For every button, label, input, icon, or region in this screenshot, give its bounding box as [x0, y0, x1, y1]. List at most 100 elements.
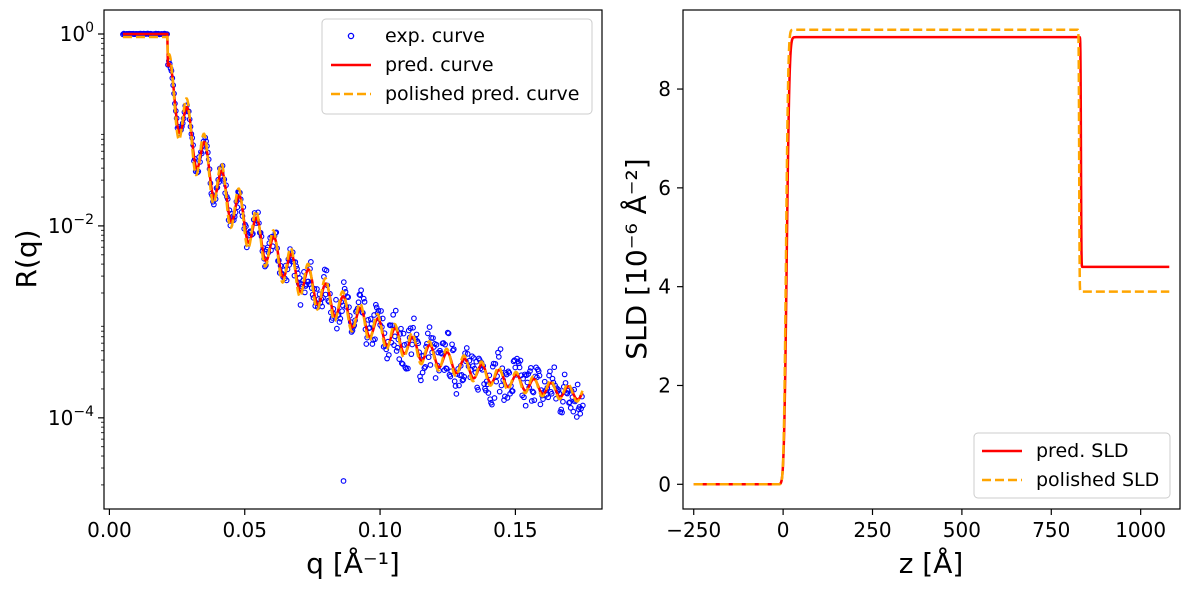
exp-curve-point	[491, 395, 498, 401]
reflectivity-y-axis-label: R(q)	[10, 229, 43, 288]
exp-curve-point	[560, 398, 566, 405]
sld-y-tick-label: 4	[658, 275, 671, 299]
reflectivity-legend: exp. curve pred. curve polished pred. cu…	[321, 18, 593, 115]
sld-y-tick-label: 8	[658, 77, 671, 101]
exp-curve-point	[360, 295, 367, 302]
exp-curve-point	[485, 390, 492, 396]
exp-curve-point	[336, 319, 343, 325]
polished-pred-curve-line	[122, 35, 584, 403]
exp-curve-point	[361, 299, 368, 305]
sld-y-axis-label: SLD [10⁻⁶ Å⁻²]	[619, 158, 653, 359]
exp-curve-point	[427, 362, 434, 368]
legend-exp-curve-label: exp. curve	[385, 25, 485, 47]
exp-curve-point	[545, 394, 552, 401]
polished-sld-line	[693, 28, 1170, 486]
exp-curve-point	[567, 405, 574, 411]
exp-curve-point	[445, 330, 452, 337]
exp-curve-point	[444, 365, 450, 372]
sld-series	[693, 28, 1170, 486]
sld-y-tick-label: 6	[658, 176, 671, 200]
exp-curve-point	[372, 336, 378, 343]
exp-curve-point	[398, 325, 404, 332]
exp-curve-point	[558, 406, 565, 413]
exp-curve-point	[566, 399, 573, 406]
exp-curve-point	[461, 373, 468, 380]
exp-curve-point	[496, 388, 503, 395]
exp-curve-point	[528, 364, 534, 371]
exp-curve-point	[323, 267, 330, 274]
exp-curve-point	[564, 390, 571, 397]
sld-panel: −250 0 250 500 750 1000 0 2 4 6 8 z [Å] SLD [10⁻⁶…	[619, 9, 1181, 580]
exp-curve-point	[385, 352, 392, 358]
exp-curve-point	[498, 382, 505, 389]
reflectivity-legend-box	[321, 18, 593, 115]
exp-curve-point	[422, 364, 429, 370]
sld-x-axis-label: z [Å]	[899, 546, 964, 580]
exp-curve-point	[424, 330, 431, 337]
exp-curve-point	[442, 341, 448, 348]
exp-curve-point	[506, 370, 513, 376]
sld-x-tick-label: −250	[666, 518, 721, 542]
exp-curve-point	[337, 315, 344, 322]
exp-curve-point	[345, 294, 351, 301]
exp-curve-point	[333, 296, 339, 303]
exp-curve-point	[308, 259, 314, 265]
exp-curve-point	[464, 351, 471, 357]
exp-curve-point	[522, 402, 529, 409]
sld-y-ticks: 0 2 4 6 8	[658, 77, 683, 496]
reflectivity-x-ticks: 0.00 0.05 0.10 0.15	[87, 509, 538, 542]
exp-curve-point	[475, 387, 481, 393]
exp-curve-point	[363, 341, 370, 347]
exp-curve-point	[401, 342, 408, 348]
exp-curve-point	[452, 383, 459, 389]
exp-curve-point	[516, 364, 523, 371]
reflectivity-x-tick-label: 0.00	[87, 518, 132, 542]
exp-curve-point	[447, 373, 454, 380]
reflectivity-y-tick-label: 10−4	[48, 404, 94, 430]
exp-curve-point	[460, 376, 467, 383]
legend-pred-sld-label: pred. SLD	[1036, 440, 1129, 462]
exp-curve-point	[430, 335, 436, 341]
sld-plot-frame	[682, 9, 1181, 510]
sld-x-tick-label: 500	[943, 518, 981, 542]
exp-curve-point	[456, 382, 462, 389]
exp-curve-point	[509, 388, 516, 394]
exp-curve-point	[340, 478, 347, 484]
exp-curve-point	[470, 355, 477, 361]
exp-curve-point	[425, 354, 432, 361]
exp-curve-point	[450, 346, 457, 353]
exp-curve-point	[536, 372, 543, 379]
exp-curve-point	[573, 414, 580, 420]
exp-curve-point	[548, 390, 555, 397]
exp-curve-point	[570, 408, 577, 415]
exp-curve-point	[426, 324, 433, 330]
exp-curve-point	[547, 368, 553, 375]
sld-legend-box	[973, 432, 1171, 499]
exp-curve-point	[492, 361, 499, 367]
exp-curve-point	[375, 307, 382, 314]
exp-curve-point	[541, 378, 548, 385]
exp-curve-point	[463, 345, 470, 351]
exp-curve-point	[405, 365, 411, 372]
sld-legend: pred. SLD polished SLD	[973, 432, 1171, 499]
sld-x-tick-label: 1000	[1115, 518, 1166, 542]
exp-curve-point	[390, 311, 397, 318]
exp-curve-point	[530, 389, 537, 396]
reflectivity-x-axis-label: q [Å⁻¹]	[306, 546, 400, 580]
exp-curve-point	[574, 381, 581, 388]
sld-x-ticks: −250 0 250 500 750 1000	[666, 509, 1166, 542]
exp-curve-point	[297, 302, 304, 308]
exp-curve-point	[577, 410, 584, 417]
exp-curve-point	[489, 401, 495, 408]
exp-curve-point	[528, 398, 535, 404]
exp-curve-point	[531, 397, 538, 404]
reflectivity-y-tick-label: 10−2	[48, 212, 94, 238]
exp-curve-point	[495, 354, 502, 360]
exp-curve-point	[340, 279, 347, 285]
exp-curve-point	[561, 371, 568, 378]
exp-curve-point	[383, 346, 390, 353]
reflectivity-plot-frame	[103, 9, 603, 510]
exp-curve-point	[432, 375, 439, 381]
exp-curve-point	[396, 356, 403, 362]
exp-curve-point	[504, 395, 511, 401]
